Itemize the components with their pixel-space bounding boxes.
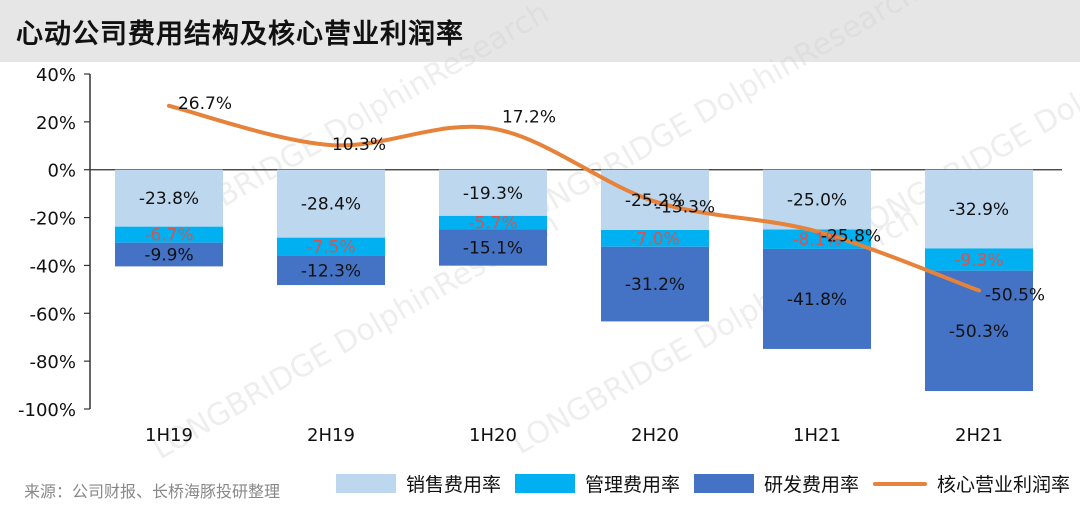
labels-layer: -23.8% -6.7%-9.9% -28.4% -7.5% -12.3% -19.3% -… [139,184,1009,342]
bar-rd [439,229,547,266]
legend-swatch-admin [514,474,575,493]
bar-admin [601,230,709,247]
bar-admin-label: -7.0% [630,229,679,249]
y-tick-label: -20% [29,209,76,230]
bar-sales [277,169,385,238]
bar-sales-label: -25.2% [625,191,685,211]
bar-sales-label: -32.9% [949,200,1009,220]
bars-layer [115,169,1033,392]
y-tick-label: 20% [36,113,76,134]
x-tick-label: 1H21 [793,425,841,446]
bar-admin-label: -5.7% [468,214,517,234]
bar-rd-label: -41.8% [787,290,847,310]
y-tick-label: 40% [36,65,76,86]
source-note: 来源：公司财报、长桥海豚投研整理 [24,482,281,501]
bar-sales [115,169,223,227]
line-layer: 26.7% 10.3% 17.2% -13.3% -25.8% -50.5% [167,94,1045,306]
legend: 销售费用率 管理费用率 研发费用率 核心营业利润率 [335,470,1070,497]
legend-label-sales: 销售费用率 [405,474,501,496]
bar-admin-label: -8.1% [792,230,841,250]
bar-admin [115,226,223,243]
margin-point-label: -50.5% [985,286,1045,306]
margin-line [167,103,981,293]
legend-swatch-sales [335,474,396,493]
margin-point-label: -25.8% [821,226,881,246]
y-tick-label: -60% [29,304,76,325]
bar-rd-label: -50.3% [949,322,1009,342]
legend-swatch-rd [693,474,754,493]
bar-rd-label: -12.3% [301,261,361,281]
bar-sales [763,169,871,230]
chart-title: 心动公司费用结构及核心营业利润率 [16,19,464,50]
bar-sales-label: -25.0% [787,191,847,211]
bar-admin-label: -7.5% [306,238,355,258]
bar-rd [115,242,223,267]
legend-item-admin: 管理费用率 [514,470,680,497]
bar-sales-label: -28.4% [301,195,361,215]
x-tick-label: 2H19 [307,425,355,446]
y-tick-label: -80% [29,352,76,373]
bar-admin [439,215,547,230]
legend-label-admin: 管理费用率 [584,474,680,496]
bar-admin [925,248,1033,271]
x-tick-label: 2H20 [631,425,679,446]
bar-rd-label: -9.9% [144,246,193,266]
bar-sales-label: -19.3% [463,184,523,204]
x-tick-label: 1H20 [469,425,517,446]
legend-swatch-margin [872,481,927,486]
legend-item-rd: 研发费用率 [693,470,859,497]
bar-rd-label: -15.1% [463,239,523,259]
chart-axes: 40% 20% 0% -20% -40% -60% -80% -100% 1H19 2H19 1H2… [18,65,1062,446]
bar-admin [277,237,385,256]
y-tick-label: 0% [47,161,76,182]
bar-rd [277,255,385,286]
legend-item-margin: 核心营业利润率 [872,470,1070,497]
bar-admin-label: -6.7% [144,226,193,246]
legend-label-rd: 研发费用率 [763,474,859,496]
margin-point-label: 10.3% [332,135,386,155]
bar-admin-label: -9.3% [954,251,1003,271]
margin-point-label: 26.7% [178,94,232,114]
bar-sales [439,169,547,216]
bar-sales [925,169,1033,249]
y-tick-label: -100% [18,400,76,421]
x-tick-label: 2H21 [955,425,1003,446]
x-tick-label: 1H19 [145,425,193,446]
margin-point-label: -13.3% [655,198,715,218]
legend-item-sales: 销售费用率 [335,470,501,497]
bar-sales-label: -23.8% [139,189,199,209]
y-tick-label: -40% [29,256,76,277]
bar-rd [763,248,871,349]
margin-point-label: 17.2% [502,108,556,128]
bar-admin [763,229,871,249]
title-bar: 心动公司费用结构及核心营业利润率 [0,0,1080,62]
legend-label-margin: 核心营业利润率 [936,474,1070,496]
bar-rd [601,246,709,322]
bar-rd-label: -31.2% [625,275,685,295]
